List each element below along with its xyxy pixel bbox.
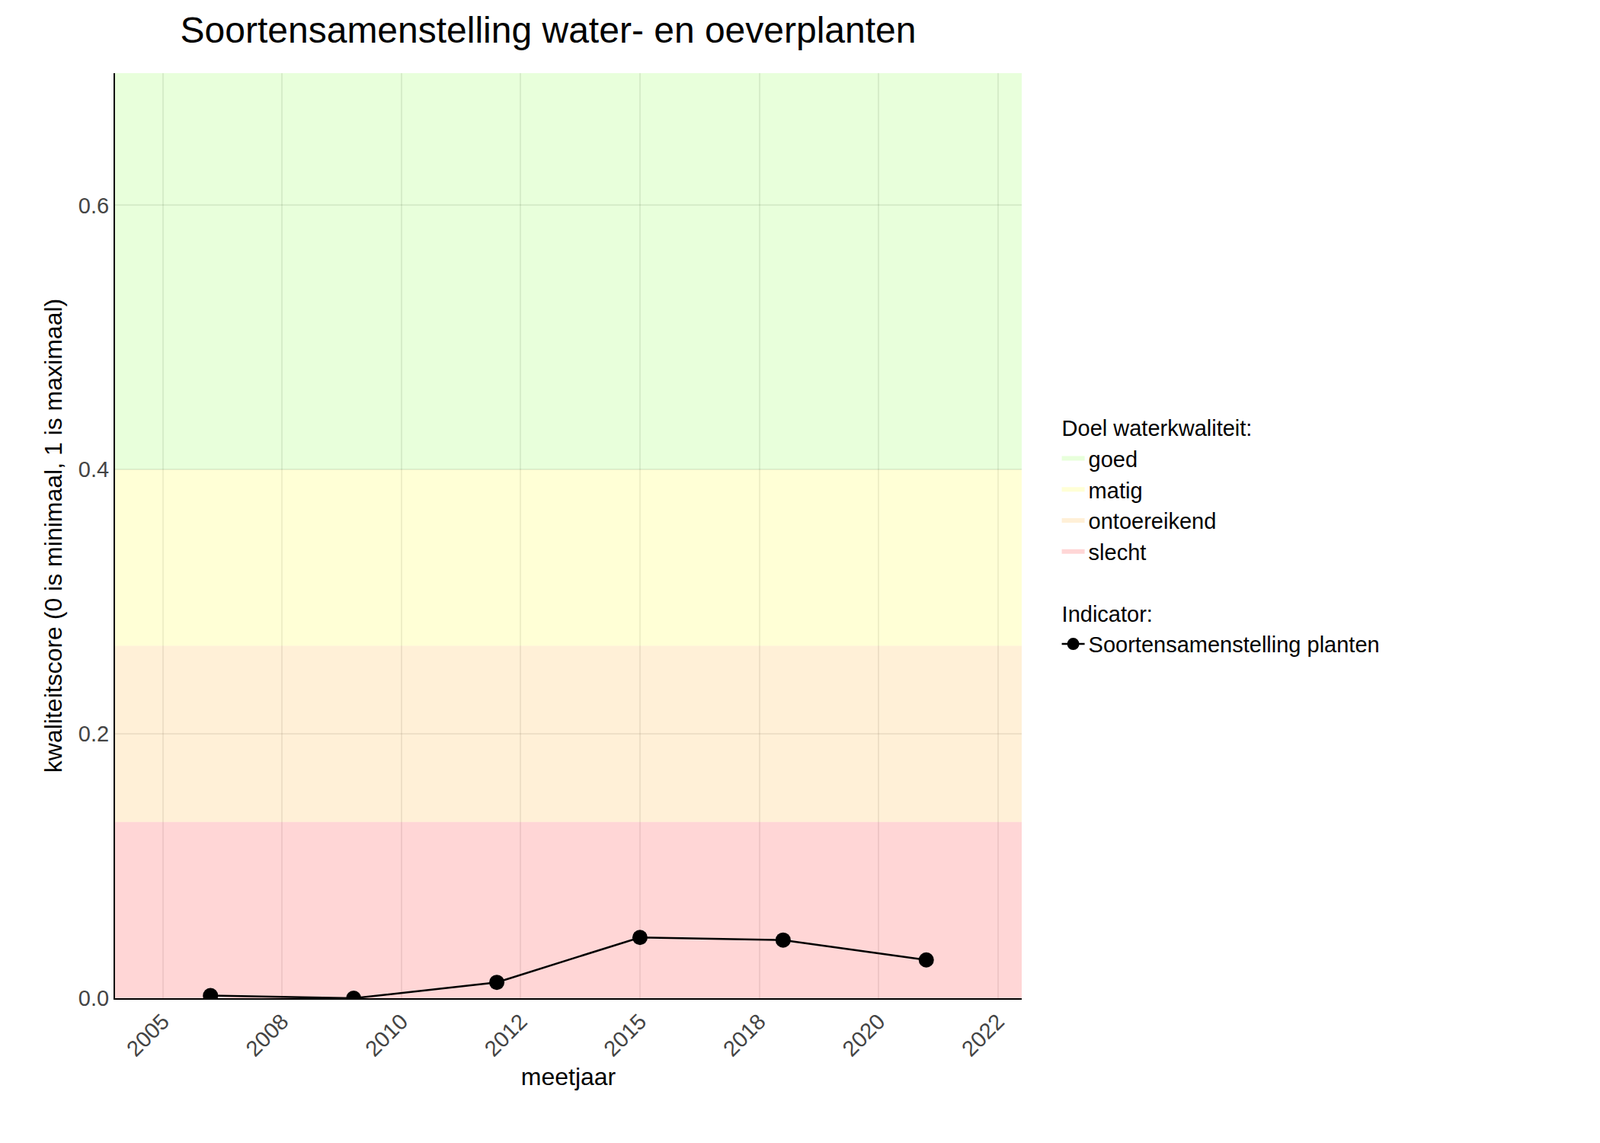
- svg-text:2020: 2020: [837, 1008, 890, 1061]
- svg-text:2005: 2005: [121, 1008, 174, 1061]
- svg-text:Doel waterkwaliteit:: Doel waterkwaliteit:: [1062, 416, 1253, 441]
- svg-text:0.6: 0.6: [78, 193, 109, 218]
- svg-text:2015: 2015: [598, 1008, 651, 1061]
- svg-text:0.2: 0.2: [78, 721, 109, 746]
- svg-text:2022: 2022: [956, 1008, 1009, 1061]
- svg-text:2018: 2018: [718, 1008, 771, 1061]
- svg-text:2012: 2012: [480, 1008, 532, 1061]
- svg-text:slecht: slecht: [1088, 540, 1147, 565]
- svg-text:Soortensamenstelling water- en: Soortensamenstelling water- en oeverplan…: [180, 9, 917, 51]
- svg-text:0.0: 0.0: [78, 985, 109, 1011]
- svg-text:meetjaar: meetjaar: [521, 1062, 617, 1091]
- svg-text:goed: goed: [1088, 447, 1139, 472]
- svg-text:0.4: 0.4: [78, 457, 109, 482]
- svg-text:2008: 2008: [240, 1008, 293, 1061]
- svg-text:2010: 2010: [360, 1008, 413, 1061]
- svg-text:Soortensamenstelling planten: Soortensamenstelling planten: [1088, 632, 1380, 657]
- svg-text:kwaliteitscore (0 is minimaal,: kwaliteitscore (0 is minimaal, 1 is maxi…: [39, 298, 68, 773]
- svg-text:matig: matig: [1088, 478, 1143, 503]
- svg-text:ontoereikend: ontoereikend: [1088, 508, 1217, 534]
- svg-text:Indicator:: Indicator:: [1062, 601, 1153, 627]
